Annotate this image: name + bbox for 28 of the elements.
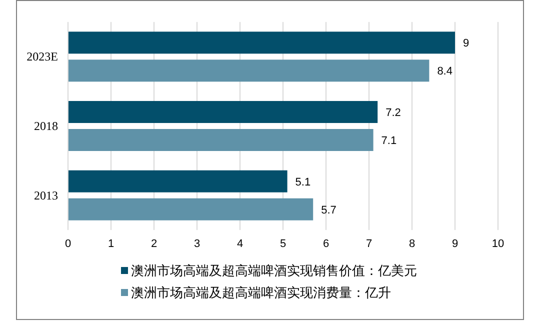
x-tick-label: 6: [322, 238, 330, 250]
bar: [68, 60, 430, 82]
y-tick-label: 2018: [34, 119, 58, 133]
x-tick-label: 1: [108, 238, 114, 250]
data-label: 8.4: [437, 66, 452, 78]
x-tick-label: 5: [280, 238, 286, 250]
x-tick-label: 8: [408, 238, 416, 250]
data-label: 5.1: [295, 176, 311, 188]
y-tick-label: 2023E: [26, 50, 58, 64]
x-tick-label: 4: [236, 238, 244, 250]
data-label: 7.1: [381, 135, 397, 147]
x-tick-label: 10: [492, 238, 504, 250]
bar: [68, 101, 378, 123]
bar: [68, 32, 455, 54]
y-tick-label: 2013: [34, 188, 58, 202]
bar: [68, 170, 288, 192]
x-tick-label: 7: [366, 238, 372, 250]
x-tick-label: 3: [194, 238, 200, 250]
bar: [68, 198, 314, 220]
x-tick-label: 0: [64, 238, 72, 250]
legend-label: 澳洲市场高端及超高端啤酒实现消费量：亿升: [131, 285, 391, 300]
x-tick-label: 9: [452, 238, 458, 250]
data-label: 5.7: [321, 204, 336, 216]
x-tick-label: 2: [150, 238, 158, 250]
bar: [68, 129, 374, 151]
data-label: 9: [463, 38, 470, 50]
legend-label: 澳洲市场高端及超高端啤酒实现销售价值：亿美元: [131, 263, 417, 278]
data-label: 7.2: [386, 107, 401, 119]
